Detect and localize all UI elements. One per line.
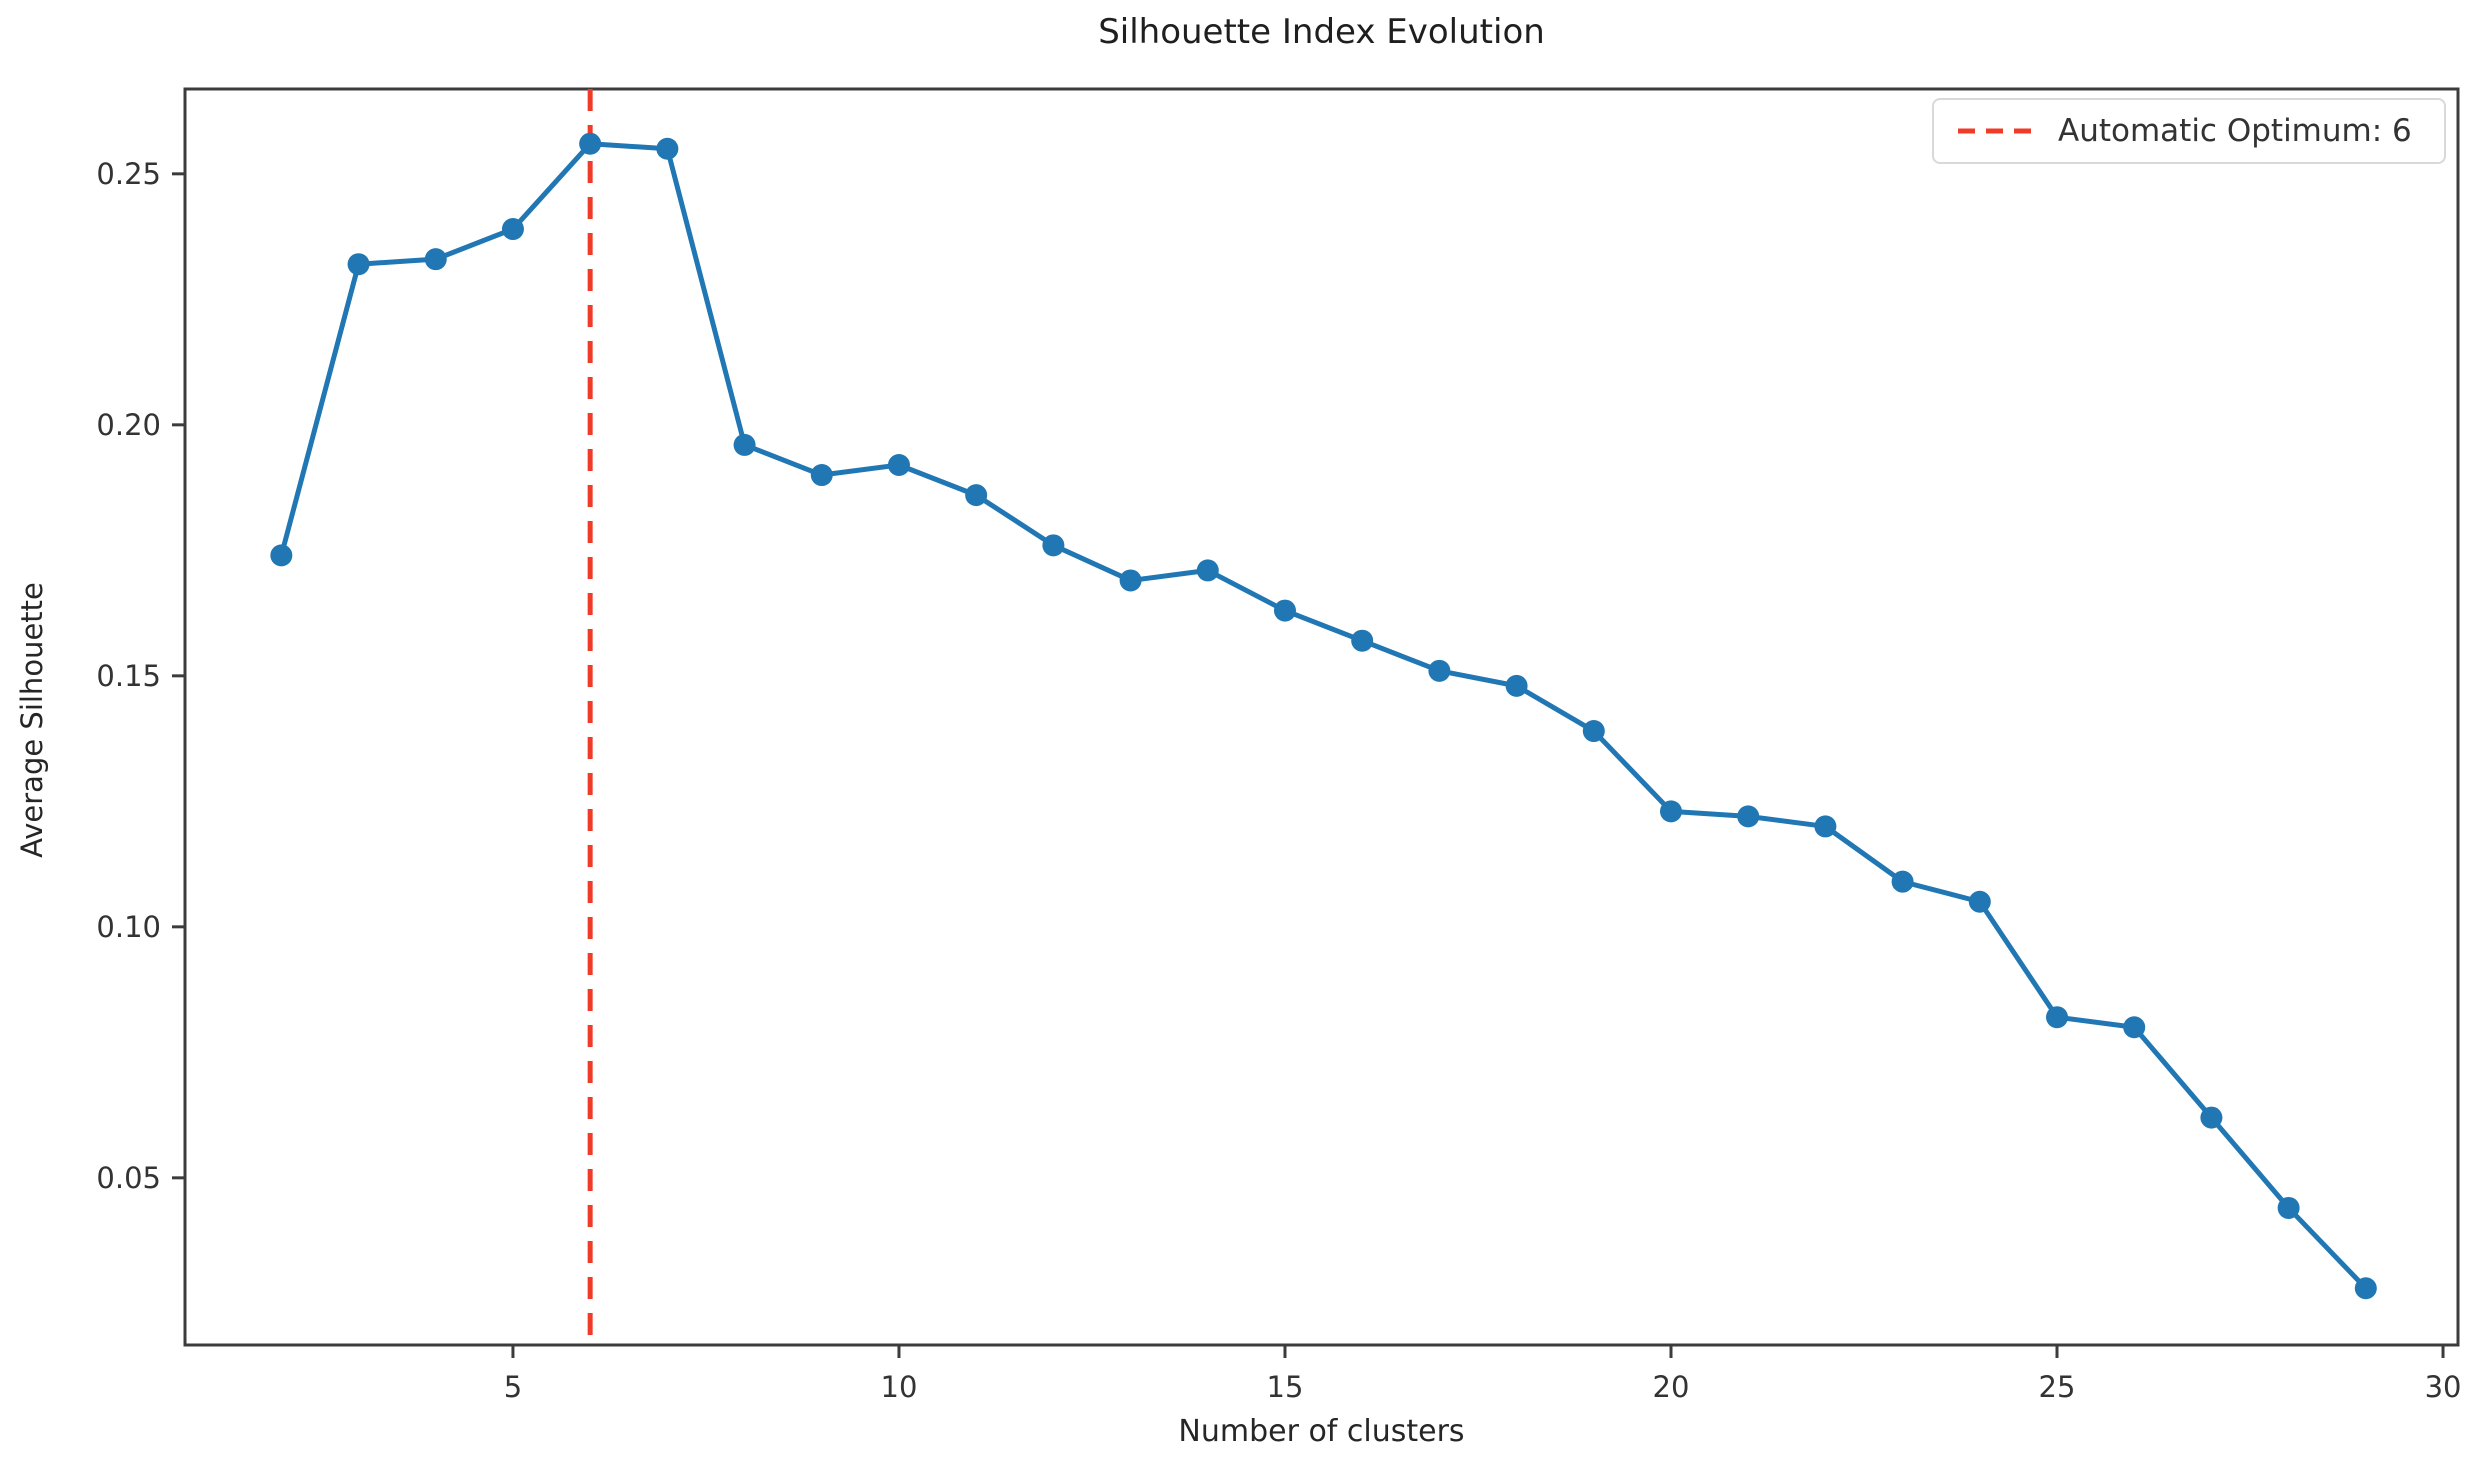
data-point-marker	[1042, 534, 1065, 557]
data-point-marker	[347, 253, 370, 276]
y-axis-label: Average Silhouette	[15, 582, 49, 858]
data-point-marker	[1659, 800, 1682, 823]
data-point-marker	[1968, 890, 1991, 913]
data-point-marker	[1737, 805, 1760, 828]
data-point-marker	[2277, 1196, 2300, 1219]
y-tick-label: 0.15	[96, 659, 161, 693]
data-point-marker	[579, 132, 602, 155]
data-point-marker	[2123, 1016, 2146, 1039]
x-tick-label: 10	[881, 1370, 918, 1404]
x-tick-label: 30	[2425, 1370, 2462, 1404]
data-point-marker	[1351, 629, 1374, 652]
x-tick-label: 20	[1653, 1370, 1690, 1404]
axes-spines	[183, 87, 2460, 1347]
data-point-marker	[501, 218, 524, 241]
legend-label: Automatic Optimum: 6	[2058, 113, 2412, 149]
data-point-marker	[1505, 674, 1528, 697]
data-point-marker	[270, 544, 293, 567]
data-point-marker	[1814, 815, 1837, 838]
data-point-marker	[1119, 569, 1142, 592]
y-tick-label: 0.25	[96, 157, 161, 191]
data-point-marker	[1428, 659, 1451, 682]
data-point-marker	[2354, 1277, 2377, 1300]
data-point-marker	[2200, 1106, 2223, 1129]
x-axis-label: Number of clusters	[1178, 1414, 1465, 1449]
data-point-marker	[1891, 870, 1914, 893]
x-tick-label: 5	[504, 1370, 522, 1404]
y-tick-label: 0.05	[96, 1161, 161, 1195]
x-tick-label: 25	[2039, 1370, 2076, 1404]
data-point-marker	[1582, 720, 1605, 743]
data-point-marker	[733, 433, 756, 456]
silhouette-line	[278, 141, 2369, 1291]
legend-dashed-line-icon	[1958, 128, 2034, 134]
legend: Automatic Optimum: 6	[1932, 98, 2446, 164]
y-tick-label: 0.10	[96, 910, 161, 944]
data-point-marker	[424, 248, 447, 271]
data-point-marker	[887, 453, 910, 476]
data-point-marker	[1196, 559, 1219, 582]
data-point-marker	[2046, 1006, 2069, 1029]
data-point-marker	[810, 464, 833, 487]
data-point-marker	[965, 484, 988, 507]
y-tick-label: 0.20	[96, 408, 161, 442]
x-tick-label: 15	[1267, 1370, 1304, 1404]
chart-title: Silhouette Index Evolution	[1098, 12, 1545, 52]
data-point-marker	[1273, 599, 1296, 622]
data-point-marker	[656, 137, 679, 160]
